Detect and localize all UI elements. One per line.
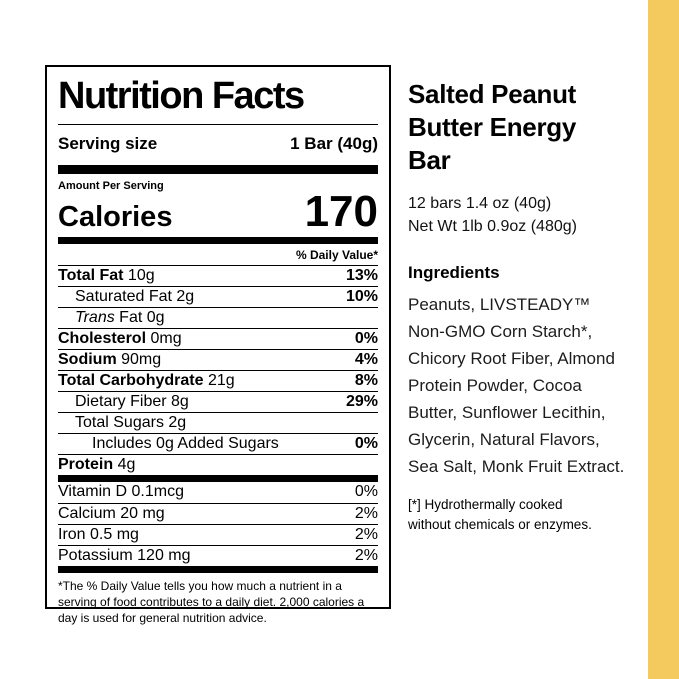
nutrient-row-saturated-fat: Saturated Fat 2g 10%: [58, 286, 378, 307]
ingredients-line: Sea Salt, Monk Fruit Extract.: [408, 457, 625, 476]
accent-bar: [648, 0, 679, 679]
product-title-line: Bar: [408, 145, 451, 175]
vitamin-name: Iron 0.5 mg: [58, 526, 139, 544]
divider-thin: [58, 124, 378, 125]
nutrient-pct: 0%: [354, 330, 378, 348]
calories-row: Calories 170: [58, 187, 378, 237]
divider-thick: [58, 566, 378, 574]
nutrient-name-rest: Total Sugars 2g: [75, 414, 187, 432]
nutrient-name-rest: Dietary Fiber 8g: [75, 393, 189, 411]
divider-thick: [58, 237, 378, 245]
divider-thick: [58, 475, 378, 483]
daily-value-footnote: *The % Daily Value tells you how much a …: [58, 579, 365, 626]
product-info: Salted Peanut Butter Energy Bar 12 bars …: [408, 78, 640, 535]
product-title: Salted Peanut Butter Energy Bar: [408, 78, 640, 177]
vitamin-row-calcium: Calcium 20 mg 2%: [58, 503, 378, 524]
nutrient-name: Total Carbohydrate 21g: [58, 373, 235, 389]
nutrient-row-total-carbohydrate: Total Carbohydrate 21g 8%: [58, 370, 378, 391]
vitamin-pct: 2%: [354, 526, 378, 544]
vitamin-pct: 2%: [354, 505, 378, 523]
nutrient-name-rest: 10g: [123, 267, 155, 285]
vitamin-name: Calcium 20 mg: [58, 505, 165, 523]
serving-size-value: 1 Bar (40g): [290, 134, 378, 153]
nutrient-name-bold: Cholesterol: [58, 330, 147, 348]
nutrient-name-bold: Total Fat: [58, 267, 124, 285]
nutrient-name: Trans Fat 0g: [58, 310, 165, 326]
calories-label: Calories: [58, 201, 173, 234]
nutrient-row-total-fat: Total Fat 10g 13%: [58, 265, 378, 286]
vitamin-row-iron: Iron 0.5 mg 2%: [58, 524, 378, 545]
nutrient-pct: 8%: [354, 372, 378, 390]
nutrient-name-bold: Sodium: [58, 351, 117, 369]
amount-per-serving-label: Amount Per Serving: [58, 180, 164, 192]
product-title-line: Butter Energy: [408, 112, 577, 142]
vitamin-name: Potassium 120 mg: [58, 547, 191, 565]
nutrient-name: Protein 4g: [58, 457, 135, 473]
nutrient-row-dietary-fiber: Dietary Fiber 8g 29%: [58, 391, 378, 412]
nutrient-name: Includes 0g Added Sugars: [58, 436, 279, 452]
pack-info: 12 bars 1.4 oz (40g) Net Wt 1lb 0.9oz (4…: [408, 192, 640, 238]
nutrient-row-protein: Protein 4g: [58, 454, 378, 475]
ingredients-line: Non-GMO Corn Starch*,: [408, 322, 593, 341]
nutrient-name: Dietary Fiber 8g: [58, 394, 189, 410]
nutrient-row-total-sugars: Total Sugars 2g: [58, 412, 378, 433]
nutrition-facts-title: Nutrition Facts: [58, 75, 305, 117]
hydrothermal-footnote-line: without chemicals or enzymes.: [408, 517, 592, 532]
nutrient-pct: 13%: [345, 267, 378, 285]
vitamin-row-potassium: Potassium 120 mg 2%: [58, 545, 378, 566]
nutrient-name-rest: 0mg: [146, 330, 182, 348]
nutrient-name-rest: 21g: [203, 372, 235, 390]
nutrient-pct: 29%: [345, 393, 378, 411]
ingredients-line: Protein Powder, Cocoa: [408, 376, 582, 395]
nutrient-pct: 10%: [345, 288, 378, 306]
nutrient-name-italic: Trans: [75, 309, 115, 327]
ingredients-line: Peanuts, LIVSTEADY™: [408, 295, 591, 314]
daily-value-header: % Daily Value*: [295, 248, 378, 263]
ingredients-heading: Ingredients: [408, 263, 500, 282]
nutrient-name-rest: Includes 0g Added Sugars: [92, 435, 279, 453]
nutrient-name: Sodium 90mg: [58, 352, 161, 368]
vitamin-name: Vitamin D 0.1mcg: [58, 483, 184, 501]
nutrient-name-bold: Protein: [58, 456, 114, 474]
nutrient-row-cholesterol: Cholesterol 0mg 0%: [58, 328, 378, 349]
nutrient-name-bold: Total Carbohydrate: [58, 372, 204, 390]
pack-info-line: Net Wt 1lb 0.9oz (480g): [408, 218, 577, 235]
vitamin-pct: 2%: [354, 547, 378, 565]
ingredients-list: Peanuts, LIVSTEADY™ Non-GMO Corn Starch*…: [408, 291, 640, 480]
pack-info-line: 12 bars 1.4 oz (40g): [408, 195, 552, 212]
hydrothermal-footnote-line: [*] Hydrothermally cooked: [408, 497, 563, 512]
nutrient-name: Total Sugars 2g: [58, 415, 186, 431]
nutrition-facts-label: Nutrition Facts Serving size 1 Bar (40g)…: [45, 65, 391, 625]
vitamin-row-vitamin-d: Vitamin D 0.1mcg 0%: [58, 482, 378, 503]
nutrient-name: Total Fat 10g: [58, 268, 155, 284]
hydrothermal-footnote: [*] Hydrothermally cooked without chemic…: [408, 495, 640, 535]
nutrient-name-rest: 4g: [113, 456, 136, 474]
nutrient-name: Cholesterol 0mg: [58, 331, 182, 347]
serving-size-label: Serving size: [58, 134, 158, 153]
nutrient-name-rest: Fat 0g: [114, 309, 165, 327]
calories-value: 170: [304, 187, 378, 236]
nutrient-row-sodium: Sodium 90mg 4%: [58, 349, 378, 370]
divider-thick: [58, 165, 378, 174]
serving-size-row: Serving size 1 Bar (40g): [58, 125, 378, 165]
nutrient-row-added-sugars: Includes 0g Added Sugars 0%: [58, 433, 378, 454]
vitamin-pct: 0%: [354, 483, 378, 501]
nutrient-name: Saturated Fat 2g: [58, 289, 194, 305]
ingredients-line: Butter, Sunflower Lecithin,: [408, 403, 606, 422]
ingredients-line: Glycerin, Natural Flavors,: [408, 430, 600, 449]
product-title-line: Salted Peanut: [408, 79, 577, 109]
nutrient-name-rest: 90mg: [116, 351, 162, 369]
nutrient-name-rest: Saturated Fat 2g: [75, 288, 195, 306]
nutrient-row-trans-fat: Trans Fat 0g: [58, 307, 378, 328]
nutrient-pct: 0%: [354, 435, 378, 453]
ingredients-line: Chicory Root Fiber, Almond: [408, 349, 615, 368]
nutrient-pct: 4%: [354, 351, 378, 369]
